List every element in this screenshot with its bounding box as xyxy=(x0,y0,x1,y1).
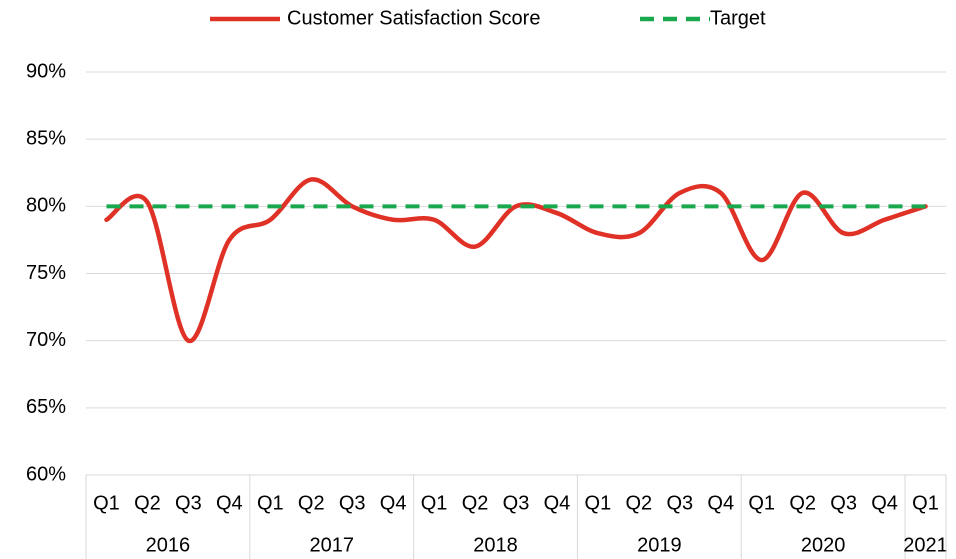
y-tick-label: 70% xyxy=(26,329,66,351)
x-tick-label: Q1 xyxy=(585,492,612,514)
x-tick-label: Q2 xyxy=(298,492,325,514)
x-tick-label: Q1 xyxy=(421,492,448,514)
y-tick-label: 80% xyxy=(26,195,66,217)
x-tick-label: Q1 xyxy=(93,492,120,514)
x-group-label: 2021 xyxy=(903,534,948,556)
legend-label: Target xyxy=(710,7,766,29)
y-tick-label: 75% xyxy=(26,262,66,284)
x-tick-label: Q1 xyxy=(748,492,775,514)
x-tick-label: Q4 xyxy=(544,492,571,514)
x-tick-label: Q4 xyxy=(216,492,243,514)
x-tick-label: Q4 xyxy=(707,492,734,514)
y-tick-label: 65% xyxy=(26,396,66,418)
x-tick-label: Q2 xyxy=(134,492,161,514)
x-tick-label: Q2 xyxy=(626,492,653,514)
x-tick-label: Q1 xyxy=(912,492,939,514)
x-tick-label: Q3 xyxy=(503,492,530,514)
x-tick-label: Q3 xyxy=(339,492,366,514)
x-group-label: 2019 xyxy=(637,534,682,556)
x-tick-label: Q2 xyxy=(789,492,816,514)
x-group-label: 2020 xyxy=(801,534,846,556)
x-tick-label: Q3 xyxy=(175,492,202,514)
x-group-label: 2018 xyxy=(473,534,518,556)
x-tick-label: Q1 xyxy=(257,492,284,514)
legend-label: Customer Satisfaction Score xyxy=(287,7,540,29)
x-tick-label: Q3 xyxy=(830,492,857,514)
x-group-label: 2017 xyxy=(309,534,354,556)
x-tick-label: Q2 xyxy=(462,492,489,514)
y-tick-label: 60% xyxy=(26,463,66,485)
x-group-label: 2016 xyxy=(146,534,191,556)
x-tick-label: Q3 xyxy=(666,492,693,514)
series-line xyxy=(104,177,928,343)
x-tick-label: Q4 xyxy=(871,492,898,514)
y-tick-label: 85% xyxy=(26,127,66,149)
x-tick-label: Q4 xyxy=(380,492,407,514)
y-tick-label: 90% xyxy=(26,60,66,82)
